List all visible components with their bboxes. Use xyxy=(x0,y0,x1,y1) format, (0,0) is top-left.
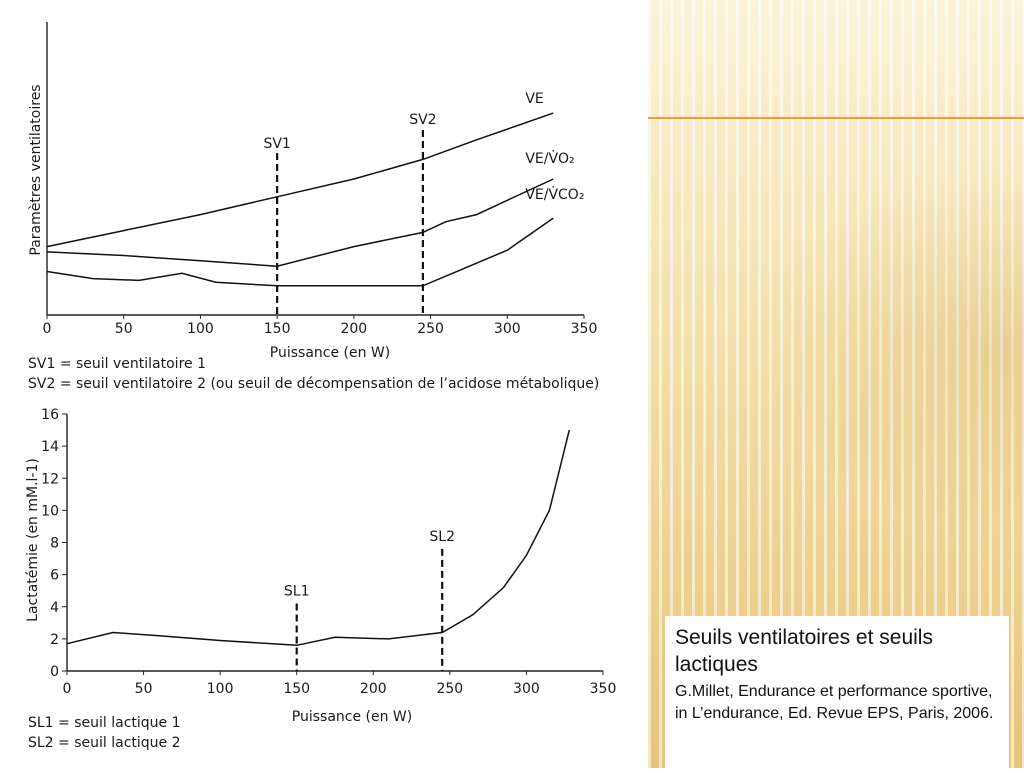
lactate-chart: 0 2 4 6 8 10 12 14 16 0 50 100 150 200 250 300 350 SL1 SL2 xyxy=(41,407,616,697)
bottom-y-tick-label: 12 xyxy=(41,471,59,487)
series-line-2 xyxy=(46,178,554,267)
bottom-y-tick-label: 8 xyxy=(50,536,59,552)
top-y-axis-label: Paramètres ventilatoires xyxy=(28,84,44,255)
caption-title: Seuils ventilatoires et seuils lactiques xyxy=(675,626,933,676)
top-x-tick-label: 200 xyxy=(340,321,367,337)
top-x-tick-label: 350 xyxy=(571,321,598,337)
bottom-y-tick-label: 4 xyxy=(50,600,59,616)
top-x-tick-label: 50 xyxy=(115,321,133,337)
bottom-x-tick-label: 50 xyxy=(135,681,153,697)
series-label-3: VE/V̇CO₂ xyxy=(525,187,584,204)
series-label-2: VE/V̇O₂ xyxy=(525,150,574,167)
bottom-x-tick-label: 100 xyxy=(207,681,234,697)
bottom-x-tick-label: 150 xyxy=(283,681,310,697)
figure-scan: 0 50 100 150 200 250 300 350 SV1 SV2 VE VE/V̇O₂ VE/V… xyxy=(25,22,617,751)
caption-citation: G.Millet, Endurance et performance sport… xyxy=(675,683,994,722)
bottom-x-tick-label: 250 xyxy=(436,681,463,697)
series-line-1 xyxy=(46,112,554,248)
top-x-tick-label: 100 xyxy=(187,321,214,337)
bottom-note-2: SL2 = seuil lactique 2 xyxy=(28,735,181,751)
top-x-tick-label: 150 xyxy=(264,321,291,337)
bottom-y-tick-label: 16 xyxy=(41,407,59,423)
top-x-tick-label: 300 xyxy=(494,321,521,337)
bottom-x-axis-label: Puissance (en W) xyxy=(292,709,412,725)
bottom-y-tick-label: 2 xyxy=(50,632,59,648)
caption-box: Seuils ventilatoires et seuils lactiques… xyxy=(665,616,1009,768)
threshold-label-sv1: SV1 xyxy=(263,136,290,152)
threshold-label-sl2: SL2 xyxy=(429,529,455,545)
top-note-2: SV2 = seuil ventilatoire 2 (ou seuil de … xyxy=(28,376,599,392)
bottom-x-tick-label: 200 xyxy=(360,681,387,697)
bottom-x-tick-label: 300 xyxy=(513,681,540,697)
accent-line xyxy=(648,117,1024,119)
charts-svg: 0 50 100 150 200 250 300 350SV1SV2VEVE/V̇O₂VE/V… xyxy=(25,22,616,751)
bottom-y-tick-label: 10 xyxy=(41,503,59,519)
series-label-1: VE xyxy=(525,91,543,107)
threshold-label-sv2: SV2 xyxy=(409,112,436,128)
bottom-y-tick-label: 6 xyxy=(50,568,59,584)
bottom-y-tick-label: 0 xyxy=(50,664,59,680)
top-note-1: SV1 = seuil ventilatoire 1 xyxy=(28,356,206,372)
bottom-x-tick-label: 350 xyxy=(590,681,617,697)
bottom-note-1: SL1 = seuil lactique 1 xyxy=(28,715,181,731)
lactate-series-line xyxy=(66,429,571,647)
bottom-y-axis-label: Lactatémie (en mM.l-1) xyxy=(25,458,41,622)
series-line-3 xyxy=(46,217,554,287)
bottom-x-tick-label: 0 xyxy=(63,681,72,697)
threshold-label-sl1: SL1 xyxy=(284,584,310,600)
bottom-y-tick-label: 14 xyxy=(41,439,59,455)
top-x-tick-label: 0 xyxy=(43,321,52,337)
ventilatory-chart: 0 50 100 150 200 250 300 350 SV1 SV2 VE VE/V̇O₂ VE/V… xyxy=(43,22,598,337)
top-x-tick-label: 250 xyxy=(417,321,444,337)
top-x-axis-label: Puissance (en W) xyxy=(270,345,390,361)
